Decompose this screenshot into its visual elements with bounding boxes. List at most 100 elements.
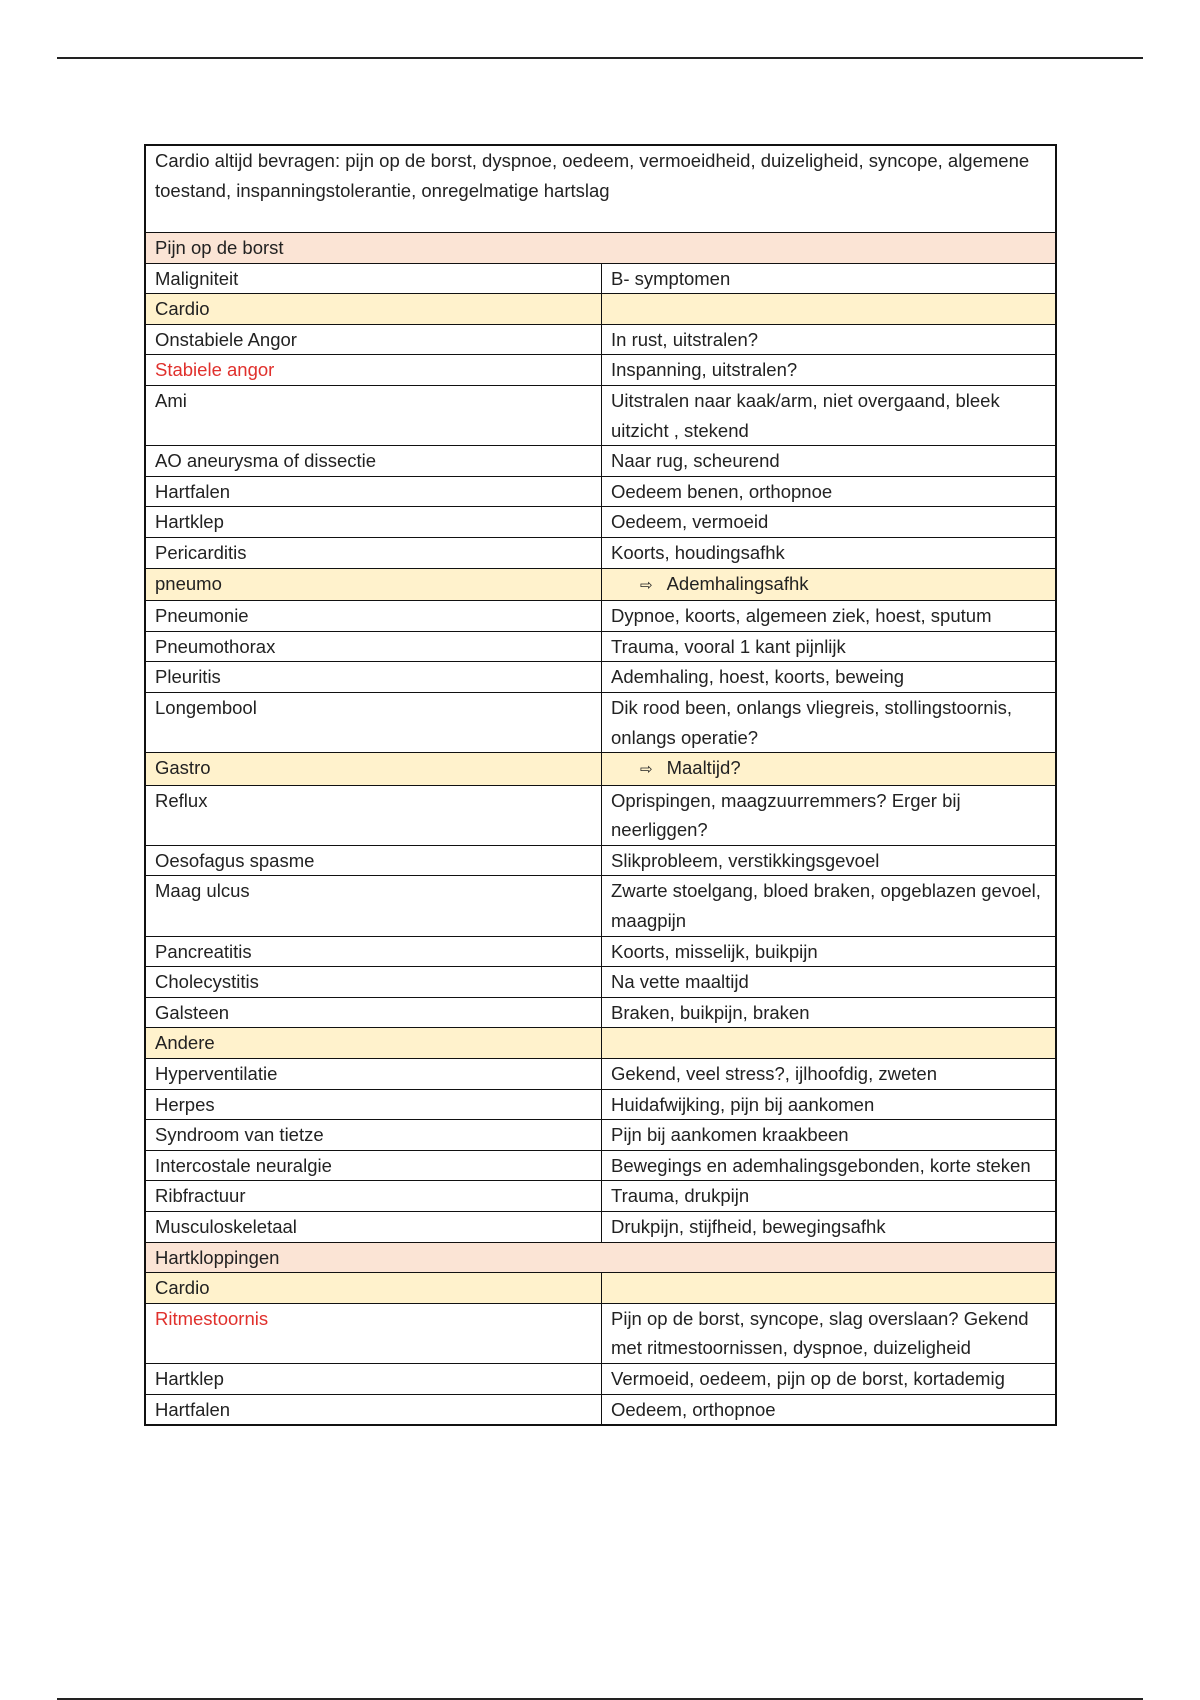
symptoms-cell: Trauma, drukpijn (601, 1180, 1057, 1212)
symptom-table: Cardio altijd bevragen: pijn op de borst… (144, 144, 1057, 1427)
table-row: Pneumothorax Trauma, vooral 1 kant pijnli… (144, 630, 1057, 663)
symptoms-cell (601, 1272, 1057, 1304)
category-row: pneumo ⇨ Ademhalingsafhk (144, 567, 1057, 602)
symptoms-cell (601, 1027, 1057, 1060)
table-row: Pneumonie Dypnoe, koorts, algemeen ziek, … (144, 600, 1057, 632)
condition-cell: Ami (144, 384, 602, 447)
category-row: Cardio (144, 1272, 1057, 1304)
symptoms-cell: Oedeem, orthopnoe (601, 1393, 1057, 1426)
condition-cell: Ribfractuur (144, 1180, 602, 1212)
symptoms-cell: ⇨ Maaltijd? (601, 752, 1057, 786)
category-label: Cardio (144, 1272, 602, 1304)
condition-cell: Pneumonie (144, 600, 602, 632)
table-row: Herpes Huidafwijking, pijn bij aankomen (144, 1088, 1057, 1121)
table-row: Pericarditis Koorts, houdingsafhk (144, 536, 1057, 569)
condition-cell: Pleuritis (144, 661, 602, 693)
intro-text: Cardio altijd bevragen: pijn op de borst… (144, 144, 1057, 233)
condition-cell: Syndroom van tietze (144, 1119, 602, 1151)
condition-cell: Pancreatitis (144, 935, 602, 968)
table-row: Oesofagus spasme Slikprobleem, verstikkin… (144, 844, 1057, 877)
condition-cell: Ritmestoornis (144, 1302, 602, 1364)
condition-cell: Longembool (144, 691, 602, 754)
condition-cell: Onstabiele Angor (144, 323, 602, 356)
condition-cell: Maligniteit (144, 262, 602, 295)
condition-cell: Musculoskeletaal (144, 1211, 602, 1243)
table-row: Stabiele angor Inspanning, uitstralen? (144, 354, 1057, 386)
symptoms-cell: Dik rood been, onlangs vliegreis, stolli… (601, 691, 1057, 754)
symptoms-cell: Naar rug, scheurend (601, 445, 1057, 477)
condition-cell: Hartfalen (144, 475, 602, 508)
symptoms-cell: Slikprobleem, verstikkingsgevoel (601, 844, 1057, 877)
table-row: Maag ulcus Zwarte stoelgang, bloed braken… (144, 875, 1057, 937)
condition-cell: Reflux (144, 784, 602, 846)
table-row: Cholecystitis Na vette maaltijd (144, 966, 1057, 998)
symptoms-cell: Pijn op de borst, syncope, slag overslaa… (601, 1302, 1057, 1364)
symptoms-cell: Koorts, houdingsafhk (601, 536, 1057, 569)
symptoms-cell: ⇨ Ademhalingsafhk (601, 567, 1057, 602)
condition-cell: Intercostale neuralgie (144, 1149, 602, 1182)
table-row: Hartklep Oedeem, vermoeid (144, 506, 1057, 538)
category-label: Cardio (144, 293, 602, 325)
symptoms-cell: Ademhaling, hoest, koorts, beweing (601, 661, 1057, 693)
condition-cell: Hartklep (144, 506, 602, 538)
table-row: Musculoskeletaal Drukpijn, stijfheid, bew… (144, 1211, 1057, 1243)
table-row: Ritmestoornis Pijn op de borst, syncope, … (144, 1302, 1057, 1364)
symptoms-cell: Koorts, misselijk, buikpijn (601, 935, 1057, 968)
condition-cell: Hyperventilatie (144, 1058, 602, 1090)
table-row: Hartfalen Oedeem benen, orthopnoe (144, 475, 1057, 508)
section-title: Hartkloppingen (144, 1241, 1057, 1274)
condition-cell: Hartfalen (144, 1393, 602, 1426)
symptoms-cell: Oedeem benen, orthopnoe (601, 475, 1057, 508)
table-row: Maligniteit B- symptomen (144, 262, 1057, 295)
symptoms-cell: Trauma, vooral 1 kant pijnlijk (601, 630, 1057, 663)
condition-cell: Hartklep (144, 1362, 602, 1395)
table-row: Syndroom van tietze Pijn bij aankomen kra… (144, 1119, 1057, 1151)
symptoms-cell: Drukpijn, stijfheid, bewegingsafhk (601, 1211, 1057, 1243)
condition-cell: Galsteen (144, 996, 602, 1029)
condition-cell: Cholecystitis (144, 966, 602, 998)
category-note: Maaltijd? (666, 757, 741, 779)
symptoms-cell: Gekend, veel stress?, ijlhoofdig, zweten (601, 1058, 1057, 1090)
symptoms-cell: Dypnoe, koorts, algemeen ziek, hoest, sp… (601, 600, 1057, 632)
condition-cell: Pneumothorax (144, 630, 602, 663)
symptoms-cell: Zwarte stoelgang, bloed braken, opgeblaz… (601, 875, 1057, 937)
symptoms-cell: Pijn bij aankomen kraakbeen (601, 1119, 1057, 1151)
table-row: Ribfractuur Trauma, drukpijn (144, 1180, 1057, 1212)
section-header-row: Pijn op de borst (144, 232, 1057, 264)
footer-rule (57, 1698, 1143, 1700)
table-row: AO aneurysma of dissectie Naar rug, scheu… (144, 445, 1057, 477)
symptoms-cell: In rust, uitstralen? (601, 323, 1057, 356)
table-row: Hyperventilatie Gekend, veel stress?, ijl… (144, 1058, 1057, 1090)
symptoms-cell: Huidafwijking, pijn bij aankomen (601, 1088, 1057, 1121)
symptoms-cell: B- symptomen (601, 262, 1057, 295)
category-label: pneumo (144, 567, 602, 602)
category-row: Cardio (144, 293, 1057, 325)
table-row: Pancreatitis Koorts, misselijk, buikpijn (144, 935, 1057, 968)
table-row: Intercostale neuralgie Bewegings en ademh… (144, 1149, 1057, 1182)
category-note: Ademhalingsafhk (666, 572, 809, 594)
table-row: Onstabiele Angor In rust, uitstralen? (144, 323, 1057, 356)
category-row: Andere (144, 1027, 1057, 1060)
section-header-row: Hartkloppingen (144, 1241, 1057, 1274)
condition-cell: AO aneurysma of dissectie (144, 445, 602, 477)
section-title: Pijn op de borst (144, 232, 1057, 264)
intro-row: Cardio altijd bevragen: pijn op de borst… (144, 144, 1057, 233)
symptoms-cell (601, 293, 1057, 325)
condition-cell: Maag ulcus (144, 875, 602, 937)
condition-cell: Stabiele angor (144, 354, 602, 386)
symptoms-cell: Inspanning, uitstralen? (601, 354, 1057, 386)
table-row: Pleuritis Ademhaling, hoest, koorts, bewe… (144, 661, 1057, 693)
table-row: Reflux Oprispingen, maagzuurremmers? Erge… (144, 784, 1057, 846)
condition-cell: Pericarditis (144, 536, 602, 569)
symptoms-cell: Uitstralen naar kaak/arm, niet overgaand… (601, 384, 1057, 447)
condition-cell: Oesofagus spasme (144, 844, 602, 877)
symptoms-cell: Oedeem, vermoeid (601, 506, 1057, 538)
category-row: Gastro ⇨ Maaltijd? (144, 752, 1057, 786)
table-row: Longembool Dik rood been, onlangs vliegre… (144, 691, 1057, 754)
symptoms-cell: Vermoeid, oedeem, pijn op de borst, kort… (601, 1362, 1057, 1395)
table-row: Hartklep Vermoeid, oedeem, pijn op de bor… (144, 1362, 1057, 1395)
symptoms-cell: Bewegings en ademhalingsgebonden, korte … (601, 1149, 1057, 1182)
category-label: Andere (144, 1027, 602, 1060)
symptoms-cell: Na vette maaltijd (601, 966, 1057, 998)
symptoms-cell: Oprispingen, maagzuurremmers? Erger bij … (601, 784, 1057, 846)
